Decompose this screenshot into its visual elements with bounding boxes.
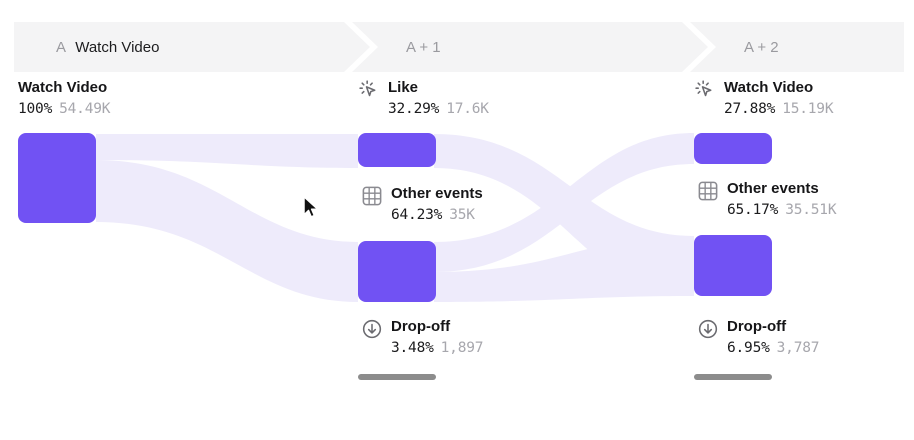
grid-icon	[698, 181, 718, 201]
flow-watchvideo-to-like	[96, 134, 358, 168]
node-title: Other events	[391, 185, 483, 202]
step-header-a1-label: A + 1	[406, 38, 441, 56]
node-stats: 6.95% 3,787	[727, 339, 820, 358]
grid-icon	[362, 186, 382, 206]
step-header-a-letter: A	[56, 38, 67, 56]
node-label-a1-dropoff[interactable]: Drop-off 3.48% 1,897	[361, 317, 484, 358]
node-percent: 65.17%	[727, 202, 779, 218]
node-stats: 3.48% 1,897	[391, 339, 484, 358]
dropoff-icon	[698, 319, 718, 339]
step-header-a-label: Watch Video	[75, 38, 160, 56]
dropoff-icon	[362, 319, 382, 339]
node-bar-a1-other-events[interactable]	[358, 241, 436, 302]
node-count: 17.6K	[446, 101, 489, 117]
node-title: Drop-off	[391, 318, 451, 335]
dropoff-bar-a1	[358, 374, 436, 380]
step-header-a[interactable]: A Watch Video	[14, 22, 370, 72]
flow-watchvideo-to-other	[96, 160, 358, 302]
node-bar-a2-watch-video[interactable]	[694, 133, 772, 164]
node-title: Watch Video	[724, 79, 814, 96]
node-label-a2-other-events[interactable]: Other events 65.17% 35.51K	[697, 179, 837, 220]
node-count: 54.49K	[59, 101, 111, 117]
node-percent: 27.88%	[724, 101, 776, 117]
step-header-row: A Watch Video A + 1 A + 2	[0, 22, 914, 72]
node-count: 1,897	[440, 340, 484, 356]
node-label-a-watch-video[interactable]: Watch Video 100% 54.49K	[18, 78, 111, 119]
node-label-a1-like[interactable]: Like 32.29% 17.6K	[358, 78, 489, 119]
mouse-cursor-icon	[303, 196, 318, 218]
dropoff-bar-a2	[694, 374, 772, 380]
node-percent: 100%	[18, 101, 53, 117]
node-percent: 3.48%	[391, 340, 434, 356]
step-header-a2-label: A + 2	[744, 38, 779, 56]
click-icon	[695, 80, 712, 97]
node-bar-a1-like[interactable]	[358, 133, 436, 167]
step-header-a1[interactable]: A + 1	[352, 22, 708, 72]
flow-group-step-a-to-a1	[96, 134, 358, 302]
node-title: Other events	[727, 180, 819, 197]
node-percent: 6.95%	[727, 340, 770, 356]
node-label-a2-watch-video[interactable]: Watch Video 27.88% 15.19K	[694, 78, 834, 119]
node-stats: 32.29% 17.6K	[388, 100, 489, 119]
node-count: 15.19K	[782, 101, 834, 117]
node-bar-a-watch-video[interactable]	[18, 133, 96, 223]
node-stats: 100% 54.49K	[18, 100, 111, 119]
node-percent: 64.23%	[391, 207, 443, 223]
node-title: Watch Video	[18, 79, 108, 96]
node-title: Like	[388, 79, 419, 96]
node-label-a2-dropoff[interactable]: Drop-off 6.95% 3,787	[697, 317, 820, 358]
node-stats: 64.23% 35K	[391, 206, 483, 225]
flow-other-to-other	[434, 236, 694, 302]
node-stats: 65.17% 35.51K	[727, 201, 837, 220]
node-label-a1-other-events[interactable]: Other events 64.23% 35K	[361, 184, 483, 225]
node-stats: 27.88% 15.19K	[724, 100, 834, 119]
node-title: Drop-off	[727, 318, 787, 335]
node-count: 35.51K	[785, 202, 837, 218]
node-count: 3,787	[776, 340, 820, 356]
step-header-a2[interactable]: A + 2	[690, 22, 904, 72]
click-icon	[359, 80, 376, 97]
node-count: 35K	[449, 207, 475, 223]
node-percent: 32.29%	[388, 101, 440, 117]
node-bar-a2-other-events[interactable]	[694, 235, 772, 296]
